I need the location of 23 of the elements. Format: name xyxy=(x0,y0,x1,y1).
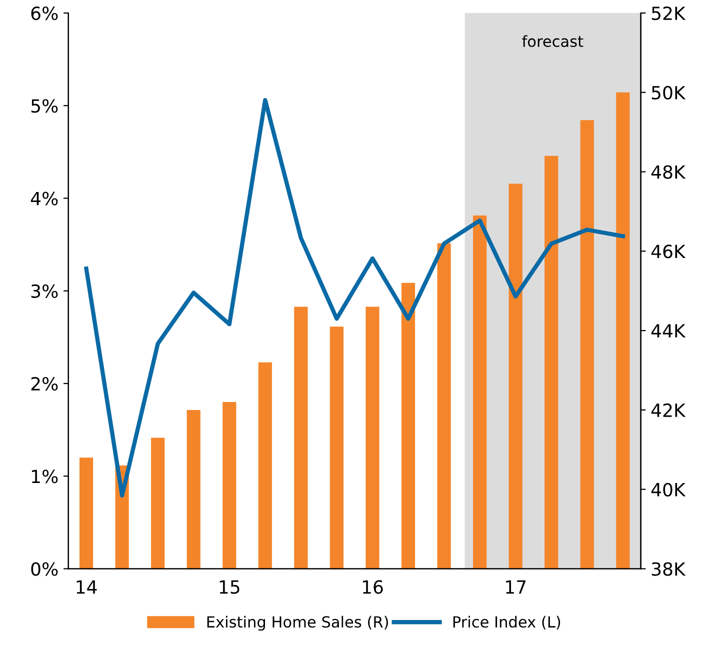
y2-tick-label: 40K xyxy=(651,482,686,496)
y-tick-label: 6% xyxy=(31,6,58,20)
y2-tick-label: 46K xyxy=(651,244,686,258)
x-tick-label: 17 xyxy=(506,580,526,594)
y-tick-label: 0% xyxy=(31,562,58,576)
y-tick-label: 3% xyxy=(31,284,58,298)
y2-tick-label: 38K xyxy=(652,562,686,576)
y2-tick-label: 44K xyxy=(651,324,686,338)
y-tick-label: 2% xyxy=(31,376,58,391)
legend-label: Price Index (L) xyxy=(453,616,560,630)
y2-tick-label: 52K xyxy=(652,6,686,20)
y-tick-label: 1% xyxy=(32,470,58,484)
y2-tick-label: 42K xyxy=(651,403,686,417)
line-series xyxy=(84,98,625,498)
y-tick-label: 4% xyxy=(30,192,58,206)
x-tick-label: 16 xyxy=(362,580,383,594)
x-tick-label: 15 xyxy=(220,580,240,594)
y2-tick-label: 50K xyxy=(652,86,686,100)
y-tick-label: 5% xyxy=(31,99,58,113)
annotation: forecast xyxy=(522,35,584,48)
x-tick-label: 14 xyxy=(76,580,97,594)
y2-tick-label: 48K xyxy=(651,165,686,179)
legend-label: Existing Home Sales (R) xyxy=(207,616,388,631)
